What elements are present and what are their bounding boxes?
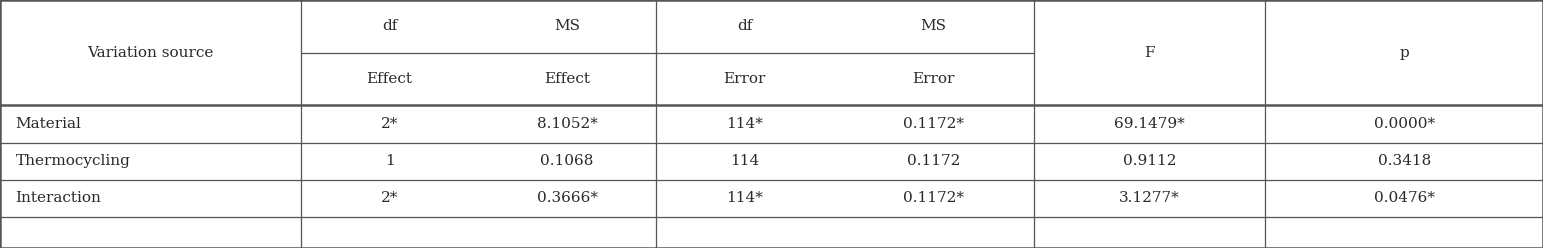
Text: p: p xyxy=(1400,46,1409,60)
Text: 2*: 2* xyxy=(381,191,398,205)
Text: Effect: Effect xyxy=(367,72,412,86)
Text: Material: Material xyxy=(15,117,82,131)
Text: 0.9112: 0.9112 xyxy=(1123,154,1176,168)
Text: 0.0476*: 0.0476* xyxy=(1373,191,1435,205)
Text: df: df xyxy=(383,19,397,33)
Text: 0.0000*: 0.0000* xyxy=(1373,117,1435,131)
Text: 2*: 2* xyxy=(381,117,398,131)
Text: 69.1479*: 69.1479* xyxy=(1114,117,1185,131)
Text: Variation source: Variation source xyxy=(88,46,213,60)
Text: Error: Error xyxy=(724,72,765,86)
Text: 114*: 114* xyxy=(727,117,762,131)
Text: df: df xyxy=(738,19,751,33)
Text: MS: MS xyxy=(921,19,946,33)
Text: 0.1172: 0.1172 xyxy=(907,154,960,168)
Text: 114: 114 xyxy=(730,154,759,168)
Text: Error: Error xyxy=(912,72,955,86)
Text: 114*: 114* xyxy=(727,191,762,205)
Text: 8.1052*: 8.1052* xyxy=(537,117,597,131)
Text: F: F xyxy=(1145,46,1154,60)
Text: Effect: Effect xyxy=(545,72,589,86)
Text: 0.3666*: 0.3666* xyxy=(537,191,597,205)
Text: 0.1068: 0.1068 xyxy=(540,154,594,168)
Text: Thermocycling: Thermocycling xyxy=(15,154,130,168)
Text: 0.1172*: 0.1172* xyxy=(903,117,964,131)
Text: 1: 1 xyxy=(384,154,395,168)
Text: 0.1172*: 0.1172* xyxy=(903,191,964,205)
Text: 3.1277*: 3.1277* xyxy=(1119,191,1180,205)
Text: Interaction: Interaction xyxy=(15,191,102,205)
Text: 0.3418: 0.3418 xyxy=(1378,154,1430,168)
Text: MS: MS xyxy=(554,19,580,33)
